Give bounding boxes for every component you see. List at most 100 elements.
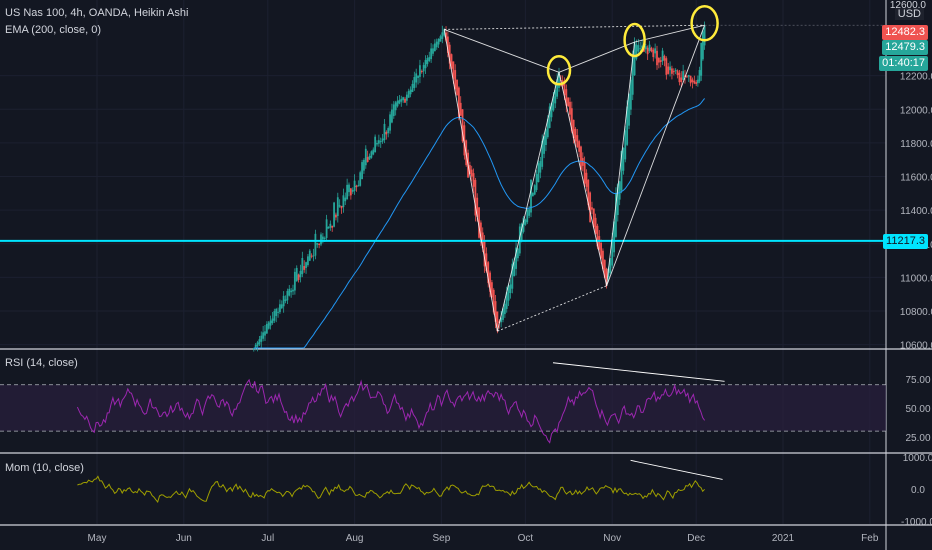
candle-body bbox=[656, 50, 658, 66]
candle-body bbox=[635, 44, 638, 59]
candle-body bbox=[299, 270, 302, 278]
candle-body bbox=[550, 103, 553, 118]
candle-body bbox=[505, 292, 508, 309]
candle-body bbox=[292, 289, 294, 292]
candle-body bbox=[385, 131, 388, 135]
candle-body bbox=[500, 317, 503, 323]
candle-body bbox=[546, 118, 549, 138]
price-axis-tick-label: 11800.0 bbox=[900, 139, 932, 150]
candle-body bbox=[672, 71, 675, 73]
candle-body bbox=[446, 36, 449, 53]
candle-body bbox=[472, 173, 475, 187]
candle-body bbox=[478, 207, 480, 238]
x-axis-tick-label: 2021 bbox=[772, 533, 795, 544]
dotted-upper-trendline bbox=[444, 24, 705, 30]
candle-body bbox=[282, 295, 285, 307]
candle-body bbox=[353, 180, 356, 191]
candle-body bbox=[535, 174, 538, 190]
candle-body bbox=[325, 219, 328, 238]
candle-body bbox=[476, 197, 479, 217]
candle-body bbox=[363, 159, 365, 171]
candle-body bbox=[580, 146, 582, 170]
candle-body bbox=[531, 193, 534, 197]
candle-body bbox=[338, 205, 341, 207]
candle-body bbox=[474, 179, 477, 216]
candle-body bbox=[357, 185, 360, 187]
candle-body bbox=[576, 135, 579, 148]
x-axis-tick-label: Nov bbox=[603, 533, 621, 544]
candle-body bbox=[652, 49, 655, 58]
rsi-axis-tick-label: 25.00 bbox=[905, 433, 930, 444]
candle-body bbox=[554, 89, 557, 104]
candle-body bbox=[528, 209, 531, 216]
candle-body bbox=[305, 262, 307, 268]
candle-body bbox=[570, 108, 573, 132]
candle-body bbox=[600, 242, 603, 259]
candle-body bbox=[633, 42, 636, 76]
candle-body bbox=[556, 79, 559, 97]
candle-body bbox=[650, 47, 653, 52]
candle-body bbox=[262, 332, 265, 339]
momentum-legend[interactable]: Mom (10, close) bbox=[5, 462, 84, 474]
momentum-divergence-line bbox=[630, 459, 723, 480]
candle-body bbox=[572, 119, 575, 139]
candle-body bbox=[631, 55, 634, 95]
candle-body bbox=[256, 342, 259, 347]
candle-body bbox=[507, 285, 510, 301]
x-axis-tick-label: Feb bbox=[861, 533, 879, 544]
candle-body bbox=[333, 202, 335, 227]
candle-body bbox=[359, 172, 362, 186]
candle-body bbox=[533, 185, 536, 195]
candle-body bbox=[689, 75, 692, 84]
price-axis-top-tick: 12600.0 bbox=[889, 0, 926, 11]
candle-body bbox=[417, 75, 419, 78]
candle-body bbox=[318, 243, 321, 246]
candle-body bbox=[585, 172, 588, 187]
candle-body bbox=[329, 223, 332, 228]
candle-body bbox=[646, 47, 649, 55]
candle-body bbox=[494, 301, 497, 322]
momentum-axis-tick-label: 0.0 bbox=[911, 485, 925, 496]
candle-body bbox=[581, 158, 584, 166]
ema-legend[interactable]: EMA (200, close, 0) bbox=[5, 24, 101, 36]
candle-body bbox=[413, 77, 416, 88]
candle-body bbox=[368, 155, 371, 160]
currency-label[interactable]: USD bbox=[894, 8, 924, 20]
candle-body bbox=[308, 250, 311, 261]
candle-body bbox=[348, 184, 350, 193]
candle-body bbox=[349, 188, 352, 196]
rsi-band bbox=[0, 384, 886, 432]
candle-body bbox=[303, 266, 306, 270]
candle-body bbox=[387, 128, 390, 134]
candle-body bbox=[314, 233, 317, 256]
candle-body bbox=[622, 148, 625, 171]
candle-body bbox=[665, 58, 668, 75]
price-axis-tick-label: 10600.0 bbox=[900, 341, 932, 352]
last-price-tag: 12479.3 bbox=[882, 40, 928, 55]
candle-body bbox=[273, 311, 276, 321]
symbol-legend[interactable]: US Nas 100, 4h, OANDA, Heikin Ashi bbox=[5, 7, 189, 19]
candle-body bbox=[526, 209, 529, 223]
candle-body bbox=[404, 98, 406, 103]
candle-body bbox=[659, 60, 662, 63]
candle-body bbox=[620, 151, 623, 191]
candle-body bbox=[454, 70, 457, 90]
candle-body bbox=[483, 240, 486, 267]
x-axis-tick-label: Jul bbox=[261, 533, 274, 544]
candle-body bbox=[415, 73, 418, 83]
candle-body bbox=[543, 136, 545, 154]
price-axis-tick-label: 12000.0 bbox=[900, 105, 932, 116]
candle-body bbox=[448, 44, 451, 64]
candle-body bbox=[452, 61, 455, 79]
candle-body bbox=[520, 223, 523, 240]
candle-body bbox=[667, 66, 670, 74]
candle-body bbox=[398, 99, 401, 104]
candle-body bbox=[437, 38, 440, 45]
candle-body bbox=[639, 48, 642, 50]
x-axis-tick-label: Sep bbox=[433, 533, 451, 544]
rsi-legend[interactable]: RSI (14, close) bbox=[5, 357, 78, 369]
candle-body bbox=[511, 263, 514, 289]
candle-body bbox=[422, 65, 425, 72]
candle-body bbox=[589, 192, 592, 223]
